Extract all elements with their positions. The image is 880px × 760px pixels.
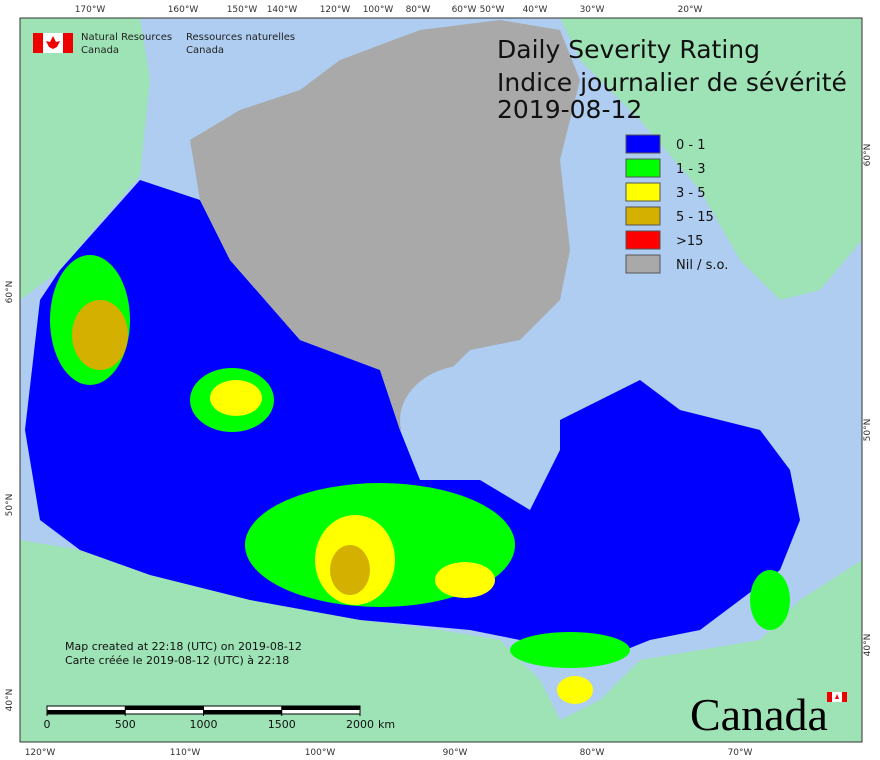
canada-wordmark: Canada	[690, 689, 847, 740]
legend-swatch	[625, 230, 661, 250]
graticule-label: 100°W	[363, 5, 394, 15]
scale-bar-segment	[281, 706, 360, 710]
graticule-label: 50°W	[480, 5, 505, 15]
graticule-label: 50°N	[863, 419, 873, 442]
scale-bar-label: 500	[115, 718, 136, 731]
graticule-label: 80°W	[406, 5, 431, 15]
graticule-label: 120°W	[320, 5, 351, 15]
graticule-label: 150°W	[227, 5, 258, 15]
maple-leaf	[835, 694, 839, 699]
maple-leaf	[46, 36, 60, 49]
scale-bar-segment	[203, 710, 282, 714]
legend-label: 3 - 5	[676, 186, 706, 201]
southern-ontario-rating-3-5	[557, 676, 593, 704]
scale-bar-label: 1000	[190, 718, 218, 731]
alaska	[20, 18, 150, 300]
graticule-label: 170°W	[75, 5, 106, 15]
legend-label: >15	[676, 234, 703, 249]
graticule-label: 40°N	[5, 689, 15, 712]
graticule-label: 80°W	[580, 748, 605, 758]
graticule-label: 110°W	[170, 748, 201, 758]
legend-label: 0 - 1	[676, 138, 706, 153]
map-frame	[19, 17, 863, 743]
canada-rating-0-1	[25, 180, 800, 660]
org-name: Natural Resources	[81, 32, 172, 43]
org-name: Ressources naturelles	[186, 32, 295, 43]
map-date: 2019-08-12	[497, 95, 642, 124]
scale-bar-label: 1500	[268, 718, 296, 731]
graticule-label: 140°W	[267, 5, 298, 15]
graticule-label: 60°W	[452, 5, 477, 15]
legend-label: Nil / s.o.	[676, 258, 728, 273]
great-lakes-rating-1-3	[510, 632, 630, 668]
united-states	[20, 540, 862, 742]
graticule-label: 70°W	[728, 748, 753, 758]
graticule-label: 50°N	[5, 494, 15, 517]
legend-swatch	[625, 134, 661, 154]
scale-bar-unit: km	[378, 718, 395, 731]
legend: 0 - 1 1 - 3 3 - 5 5 - 15 >15 Nil / s.o.	[625, 134, 728, 274]
flag-band	[63, 33, 73, 53]
graticule-label: 160°W	[168, 5, 199, 15]
title: Indice journalier de sévérité	[497, 68, 847, 97]
graticule-label: 120°W	[25, 748, 56, 758]
graticule-label: 90°W	[443, 748, 468, 758]
arctic-nil	[190, 20, 580, 440]
wordmark: Canada	[690, 689, 828, 740]
graticule-label: 40°N	[863, 634, 873, 657]
greenland	[560, 18, 862, 300]
legend-swatch	[625, 158, 661, 178]
graticule-label: 60°N	[5, 281, 15, 304]
footer-note: Carte créée le 2019-08-12 (UTC) à 22:18	[65, 654, 289, 667]
prairie-rating-5-15	[330, 545, 370, 595]
legend-label: 1 - 3	[676, 162, 706, 177]
graticule-label: 40°W	[523, 5, 548, 15]
flag-band	[842, 692, 847, 702]
scale-bar-segment	[125, 706, 204, 710]
flag-band	[33, 33, 43, 53]
org-name: Canada	[186, 45, 224, 56]
legend-label: 5 - 15	[676, 210, 714, 225]
scale-bar-label: 0	[44, 718, 51, 731]
nrcan-signature: Natural Resources Canada Ressources natu…	[33, 32, 295, 56]
bc-rating-5-15	[72, 300, 128, 370]
org-name: Canada	[81, 45, 119, 56]
map	[19, 17, 863, 743]
graticule-label: 30°W	[580, 5, 605, 15]
nwt-rating-3-5	[210, 380, 262, 416]
scale-bar-label: 2000	[346, 718, 374, 731]
legend-swatch	[625, 182, 661, 202]
scale-bar: 0 500 1000 1500 2000 km	[44, 705, 395, 731]
maritimes-rating-1-3	[750, 570, 790, 630]
legend-swatch	[625, 206, 661, 226]
legend-swatch	[625, 254, 661, 274]
graticule-label: 100°W	[305, 748, 336, 758]
title: Daily Severity Rating	[497, 35, 760, 64]
scale-bar-segment	[47, 710, 126, 714]
graticule-label: 60°N	[863, 144, 873, 167]
ontario-rating-3-5	[435, 562, 495, 598]
graticule-label: 20°W	[678, 5, 703, 15]
footer-note: Map created at 22:18 (UTC) on 2019-08-12	[65, 640, 302, 653]
graticule-labels: 170°W 160°W 150°W 140°W 120°W 100°W 80°W 60°W 50…	[5, 5, 873, 758]
hudson-bay	[400, 365, 540, 475]
flag-band	[827, 692, 832, 702]
